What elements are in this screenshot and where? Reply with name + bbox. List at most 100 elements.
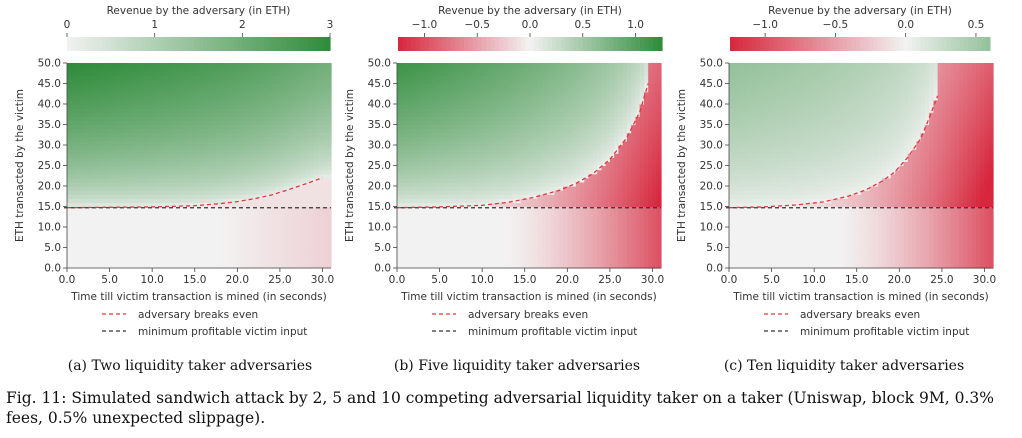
heatmap-cell bbox=[194, 75, 200, 80]
heatmap-cell bbox=[529, 259, 534, 265]
heatmap-cell bbox=[190, 239, 196, 244]
heatmap-cell bbox=[292, 181, 298, 187]
colorbar-segment bbox=[477, 37, 483, 51]
heatmap-cell bbox=[211, 116, 217, 121]
heatmap-cell bbox=[499, 231, 505, 236]
heatmap-cell bbox=[160, 169, 166, 175]
heatmap-cell bbox=[292, 63, 298, 68]
heatmap-cell bbox=[296, 120, 302, 126]
heatmap-cell bbox=[313, 173, 319, 179]
heatmap-cell bbox=[405, 140, 411, 146]
heatmap-cell bbox=[96, 227, 102, 232]
heatmap-cell bbox=[296, 181, 302, 187]
heatmap-cell bbox=[507, 190, 513, 195]
heatmap-cell bbox=[130, 132, 136, 138]
heatmap-cell bbox=[409, 149, 415, 154]
heatmap-cell bbox=[220, 87, 226, 93]
heatmap-cell bbox=[109, 161, 115, 167]
heatmap-cell bbox=[431, 235, 436, 240]
heatmap-cell bbox=[301, 222, 307, 228]
heatmap-cell bbox=[490, 235, 496, 240]
heatmap-cell bbox=[435, 108, 441, 113]
heatmap-cell bbox=[465, 99, 470, 105]
heatmap-cell bbox=[173, 153, 179, 158]
heatmap-cell bbox=[237, 67, 243, 72]
x-tick-label: 0.0 bbox=[59, 274, 76, 286]
heatmap-cell bbox=[473, 231, 479, 236]
heatmap-cell bbox=[305, 214, 311, 220]
heatmap-cell bbox=[452, 104, 458, 109]
heatmap-cell bbox=[524, 63, 530, 68]
heatmap-cell bbox=[482, 222, 488, 228]
heatmap-cell bbox=[313, 255, 319, 261]
heatmap-cell bbox=[207, 177, 213, 183]
heatmap-cell bbox=[211, 259, 217, 265]
heatmap-cell bbox=[177, 104, 183, 109]
heatmap-cell bbox=[135, 190, 140, 195]
heatmap-cell bbox=[220, 157, 226, 162]
heatmap-cell bbox=[139, 145, 145, 150]
heatmap-cell bbox=[245, 120, 251, 126]
heatmap-cell bbox=[267, 145, 272, 150]
heatmap-cell bbox=[426, 251, 432, 257]
heatmap-cell bbox=[284, 255, 290, 261]
heatmap-cell bbox=[516, 91, 522, 97]
heatmap-cell bbox=[443, 214, 449, 220]
heatmap-cell bbox=[503, 161, 509, 167]
heatmap-cell bbox=[511, 83, 517, 89]
heatmap-cell bbox=[499, 145, 505, 150]
heatmap-cell bbox=[250, 194, 255, 199]
heatmap-cell bbox=[473, 177, 479, 183]
colorbar-segment bbox=[229, 37, 235, 51]
heatmap-cell bbox=[288, 71, 294, 76]
heatmap-cell bbox=[431, 218, 436, 224]
heatmap-cell bbox=[405, 157, 411, 162]
colorbar-segment bbox=[569, 37, 575, 51]
heatmap-cell bbox=[156, 153, 162, 158]
heatmap-cell bbox=[169, 120, 175, 126]
heatmap-cell bbox=[296, 239, 302, 244]
heatmap-cell bbox=[164, 181, 170, 187]
heatmap-cell bbox=[177, 99, 183, 105]
heatmap-cell bbox=[130, 75, 136, 80]
heatmap-cell bbox=[105, 157, 111, 162]
heatmap-cell bbox=[207, 112, 213, 117]
heatmap-cell bbox=[520, 71, 526, 76]
heatmap-cell bbox=[211, 165, 217, 171]
heatmap-cell bbox=[267, 247, 272, 253]
heatmap-cell bbox=[113, 218, 119, 224]
heatmap-cell bbox=[529, 99, 534, 105]
heatmap-cell bbox=[207, 198, 213, 203]
heatmap-cell bbox=[216, 79, 221, 85]
heatmap-cell bbox=[499, 91, 505, 97]
heatmap-cell bbox=[529, 157, 534, 162]
heatmap-cell bbox=[418, 63, 424, 68]
heatmap-cell bbox=[279, 124, 285, 130]
heatmap-cell bbox=[296, 91, 302, 97]
colorbar-segment bbox=[159, 37, 165, 51]
heatmap-cell bbox=[96, 87, 102, 93]
heatmap-cell bbox=[177, 91, 183, 97]
heatmap-cell bbox=[292, 177, 298, 183]
heatmap-cell bbox=[275, 95, 281, 101]
heatmap-cell bbox=[318, 251, 324, 257]
heatmap-cell bbox=[537, 157, 543, 162]
heatmap-cell bbox=[122, 99, 128, 105]
heatmap-cell bbox=[296, 157, 302, 162]
heatmap-cell bbox=[516, 202, 522, 208]
heatmap-cell bbox=[524, 79, 530, 85]
heatmap-cell bbox=[233, 71, 238, 76]
heatmap-cell bbox=[439, 206, 445, 212]
heatmap-cell bbox=[250, 132, 255, 138]
heatmap-cell bbox=[414, 124, 419, 130]
heatmap-cell bbox=[279, 263, 285, 269]
heatmap-cell bbox=[267, 128, 272, 134]
heatmap-cell bbox=[296, 116, 302, 121]
heatmap-cell bbox=[486, 231, 492, 236]
heatmap-cell bbox=[258, 186, 264, 191]
heatmap-cell bbox=[292, 231, 298, 236]
heatmap-cell bbox=[79, 75, 85, 80]
heatmap-cell bbox=[284, 71, 290, 76]
heatmap-cell bbox=[405, 71, 411, 76]
heatmap-cell bbox=[448, 104, 453, 109]
